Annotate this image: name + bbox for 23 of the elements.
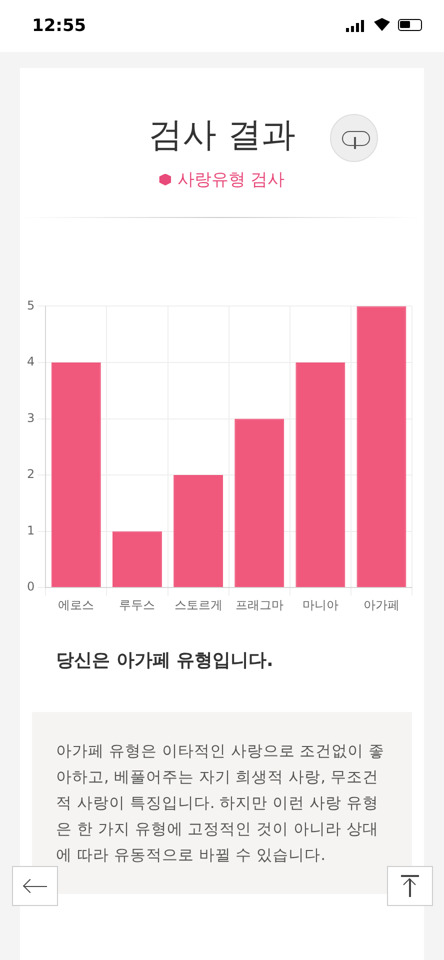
- bar: [51, 362, 101, 588]
- x-tick-label: 프래그마: [235, 598, 284, 612]
- text: 12:55: [32, 16, 86, 36]
- x-tick-label: 루두스: [119, 598, 156, 612]
- y-tick-label: 2: [26, 467, 35, 482]
- y-tick-label: 1: [26, 523, 35, 538]
- bar: [234, 418, 284, 588]
- y-tick-label: 5: [26, 298, 35, 312]
- bar: [112, 531, 162, 588]
- bar: [356, 306, 406, 588]
- y-tick-label: 0: [26, 580, 35, 594]
- x-tick-label: 아가페: [363, 598, 400, 612]
- x-tick-label: 스토르게: [174, 598, 222, 612]
- y-tick-label: 3: [26, 410, 35, 425]
- text: 아가페 유형은 이타적인 사랑으로 조건없이 좋아하고, 베풀어주는 자기 희생적 사랑, 무조건적 사랑이 특징입니다. 하지만 이런 사랑 유형은 한 가지 유형에 고정적인 것이 아니라 상대에 따라 유동적으로 바뀔 수 있습니다.: [32, 712, 412, 894]
- bar: [296, 362, 346, 588]
- chart-title: 검사 결과: [148, 114, 296, 157]
- x-tick-label: 에로스: [58, 598, 94, 612]
- chart-subtitle: 사랑유형 검사: [177, 169, 285, 191]
- text: 당신은 아가페 유형입니다.: [56, 649, 274, 672]
- y-tick-label: 4: [26, 354, 35, 369]
- x-tick-label: 마니아: [302, 598, 338, 612]
- bar: [174, 475, 224, 588]
